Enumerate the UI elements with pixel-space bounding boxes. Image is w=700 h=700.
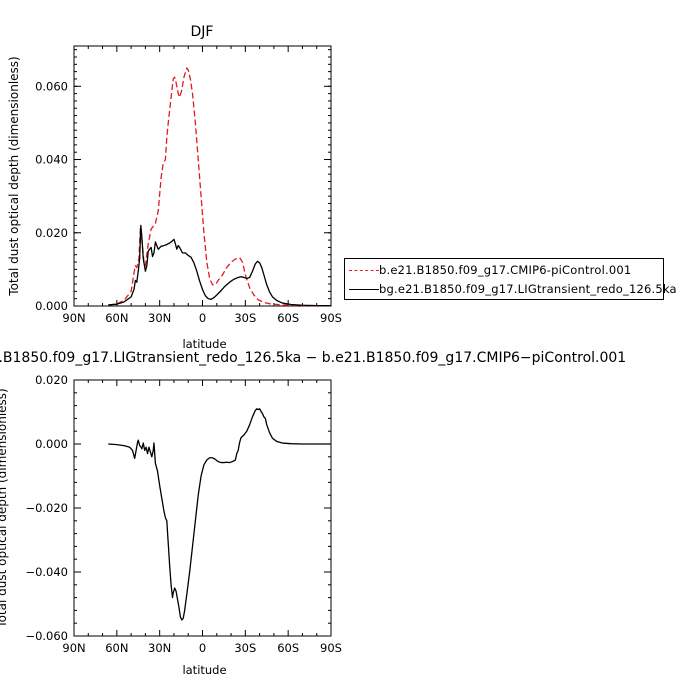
legend-label-LIGtransient: bg.e21.B1850.f09_g17.LIGtransient_redo_1… — [379, 282, 677, 296]
x-tick-label: 30S — [234, 311, 256, 325]
y-tick-label: 0.000 — [35, 299, 68, 313]
chart-title: bg.e21.B1850.f09_g17.LIGtransient_redo_1… — [0, 350, 626, 366]
chart-title: DJF — [191, 24, 214, 40]
legend-item-LIGtransient: bg.e21.B1850.f09_g17.LIGtransient_redo_1… — [349, 279, 677, 299]
legend-swatch-solid-black — [349, 288, 379, 290]
x-tick-label: 90N — [62, 641, 85, 655]
x-tick-label: 90S — [320, 311, 342, 325]
series-line-0 — [108, 408, 331, 621]
x-tick-label: 90N — [62, 311, 85, 325]
plot-frame — [73, 45, 332, 307]
x-axis-label: latitude — [182, 663, 226, 677]
x-tick-label: 60S — [277, 641, 299, 655]
series-line-0 — [108, 67, 331, 307]
x-axis-label: latitude — [182, 337, 226, 351]
y-tick-label: 0.040 — [35, 153, 68, 167]
x-tick-label: 60S — [277, 311, 299, 325]
x-tick-label: 0 — [199, 641, 206, 655]
series-line-1 — [108, 224, 331, 307]
x-tick-label: 30S — [234, 641, 256, 655]
x-tick-label: 60N — [105, 641, 128, 655]
y-tick-label: 0.000 — [35, 437, 68, 451]
legend-label-piControl: b.e21.B1850.f09_g17.CMIP6-piControl.001 — [379, 263, 632, 277]
y-tick-label: 0.020 — [35, 226, 68, 240]
x-tick-label: 60N — [105, 311, 128, 325]
y-tick-label: −0.040 — [25, 565, 68, 579]
legend-swatch-dashed-red — [349, 269, 379, 271]
y-tick-label: −0.060 — [25, 629, 68, 643]
y-tick-label: 0.020 — [35, 373, 68, 387]
x-tick-label: 30N — [148, 641, 171, 655]
x-tick-label: 0 — [199, 311, 206, 325]
bottom-panel: bg.e21.B1850.f09_g17.LIGtransient_redo_1… — [0, 350, 626, 677]
y-axis-label: Total dust optical depth (dimensionless) — [0, 388, 9, 628]
legend: b.e21.B1850.f09_g17.CMIP6-piControl.001 … — [344, 258, 677, 300]
plot-frame — [73, 379, 332, 637]
y-tick-label: 0.060 — [35, 79, 68, 93]
y-axis-label: Total dust optical depth (dimensionless) — [7, 56, 21, 296]
top-panel: DJF 90N 60N 30N 0 30S 60S 90S 0.000 0.020 0.040 0.0… — [7, 24, 342, 351]
x-tick-label: 30N — [148, 311, 171, 325]
x-tick-label: 90S — [320, 641, 342, 655]
legend-item-piControl: b.e21.B1850.f09_g17.CMIP6-piControl.001 — [349, 260, 631, 280]
y-tick-label: −0.020 — [25, 501, 68, 515]
